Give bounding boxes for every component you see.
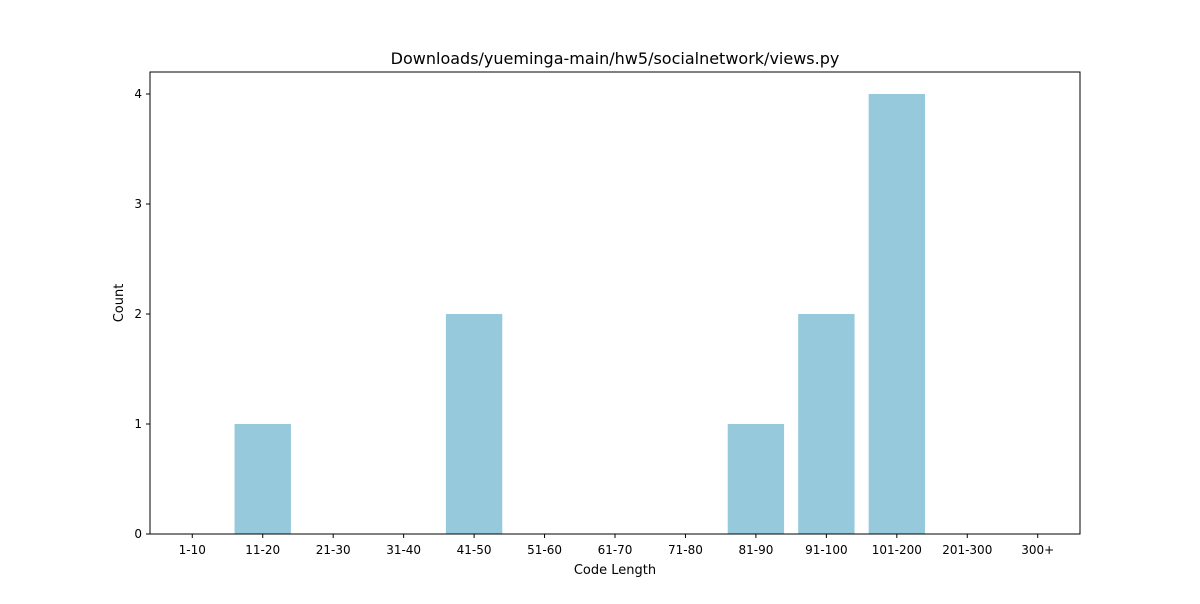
- bars-group: [234, 94, 925, 534]
- x-tick-label: 51-60: [527, 543, 562, 557]
- y-axis-ticks: 0 1 2 3 4: [134, 87, 150, 541]
- y-tick-label: 4: [134, 87, 142, 101]
- x-tick-label: 101-200: [872, 543, 922, 557]
- y-axis-label: Count: [112, 284, 127, 323]
- bar-81-90: [727, 424, 785, 534]
- x-tick-label: 1-10: [179, 543, 206, 557]
- y-tick-label: 1: [134, 417, 142, 431]
- x-axis-ticks: 1-10 11-20 21-30 31-40 41-50 51-60 61-70 71-80 8…: [179, 534, 1054, 557]
- x-tick-label: 300+: [1021, 543, 1054, 557]
- x-axis-label: Code Length: [574, 563, 656, 578]
- bar-41-50: [445, 314, 503, 534]
- x-tick-label: 201-300: [942, 543, 992, 557]
- bar-11-20: [234, 424, 291, 534]
- x-tick-label: 91-100: [805, 543, 848, 557]
- x-tick-label: 11-20: [245, 543, 280, 557]
- y-tick-label: 0: [134, 527, 142, 541]
- x-tick-label: 71-80: [668, 543, 703, 557]
- x-tick-label: 31-40: [386, 543, 421, 557]
- x-tick-label: 61-70: [598, 543, 633, 557]
- chart-title: Downloads/yueminga-main/hw5/socialnetwor…: [391, 49, 840, 68]
- x-tick-label: 21-30: [316, 543, 351, 557]
- y-tick-label: 3: [134, 197, 142, 211]
- x-tick-label: 41-50: [457, 543, 492, 557]
- bar-91-100: [798, 314, 855, 534]
- x-tick-label: 81-90: [738, 543, 773, 557]
- bar-101-200: [868, 94, 925, 534]
- y-tick-label: 2: [134, 307, 142, 321]
